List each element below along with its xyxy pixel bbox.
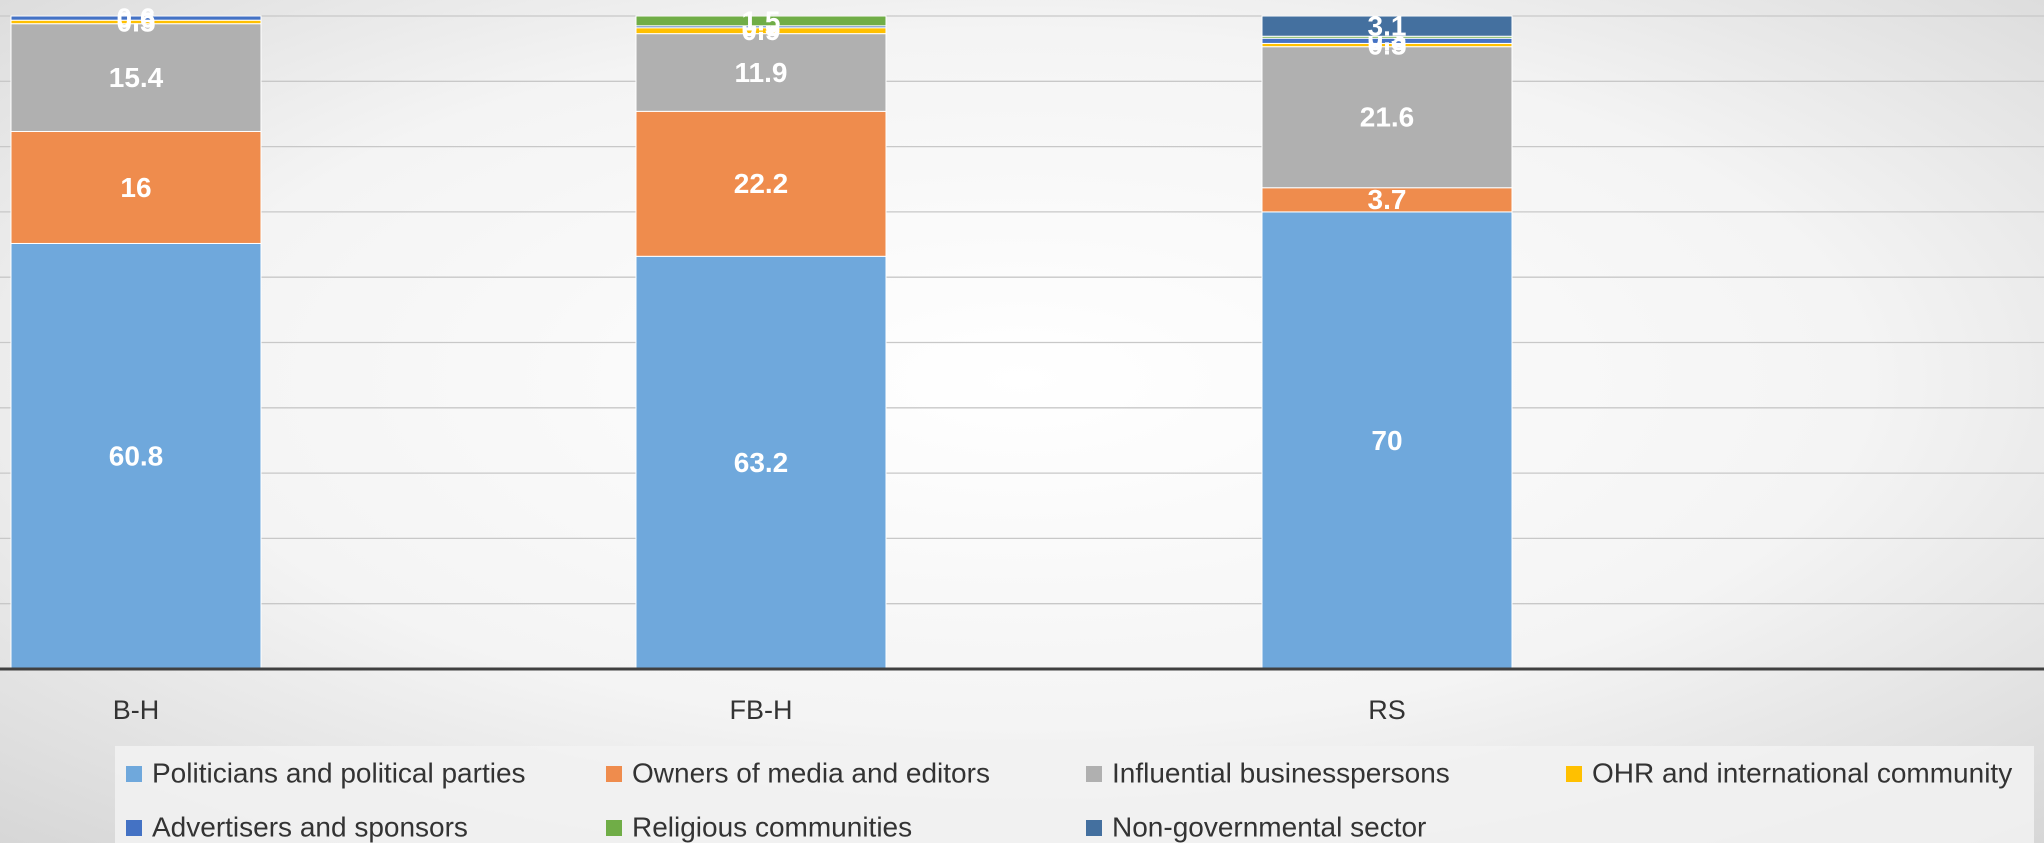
bar-segment bbox=[635, 255, 887, 670]
x-tick-label: RS bbox=[1368, 695, 1406, 725]
bar-segment bbox=[635, 33, 887, 112]
data-label: 70 bbox=[1371, 425, 1402, 456]
bar-segment bbox=[1261, 211, 1513, 670]
legend-swatch bbox=[126, 820, 142, 836]
data-label: 3.1 bbox=[1368, 11, 1407, 42]
bar-segment bbox=[10, 130, 262, 244]
data-label: 11.9 bbox=[735, 57, 788, 88]
bar-segment bbox=[10, 23, 262, 132]
bar-segment bbox=[10, 15, 262, 21]
legend-swatch bbox=[1566, 766, 1582, 782]
legend-box bbox=[115, 746, 2034, 843]
legend-label: OHR and international community bbox=[1592, 757, 2012, 788]
legend-swatch bbox=[126, 766, 142, 782]
data-label: 0.5 bbox=[117, 6, 156, 37]
legend-label: Non-governmental sector bbox=[1112, 811, 1426, 842]
data-label: 60.8 bbox=[109, 441, 164, 472]
data-label: 63.2 bbox=[734, 447, 789, 478]
data-label: 1.5 bbox=[742, 5, 781, 36]
data-label: 0.6 bbox=[117, 2, 156, 33]
data-label: 15.4 bbox=[109, 62, 164, 93]
data-label: 16 bbox=[120, 172, 151, 203]
data-label: 22.2 bbox=[734, 168, 789, 199]
bar-segment bbox=[635, 15, 887, 27]
legend-label: Politicians and political parties bbox=[152, 757, 526, 788]
legend-label: Religious communities bbox=[632, 811, 912, 842]
data-label: 21.6 bbox=[1360, 102, 1415, 133]
bar-segment bbox=[1261, 46, 1513, 189]
bar-segment bbox=[635, 110, 887, 257]
bar-segment bbox=[1261, 15, 1513, 37]
legend-swatch bbox=[606, 766, 622, 782]
x-tick-label: FB-H bbox=[730, 695, 793, 725]
legend-swatch bbox=[1086, 766, 1102, 782]
legend-swatch bbox=[1086, 820, 1102, 836]
legend-swatch bbox=[606, 820, 622, 836]
legend-label: Owners of media and editors bbox=[632, 757, 990, 788]
bar-segment bbox=[10, 242, 262, 670]
legend-label: Influential businesspersons bbox=[1112, 757, 1450, 788]
data-label: 3.7 bbox=[1368, 184, 1407, 215]
legend-label: Advertisers and sponsors bbox=[152, 811, 468, 842]
x-tick-label: B-H bbox=[113, 695, 160, 725]
bar-segment bbox=[1261, 187, 1513, 213]
